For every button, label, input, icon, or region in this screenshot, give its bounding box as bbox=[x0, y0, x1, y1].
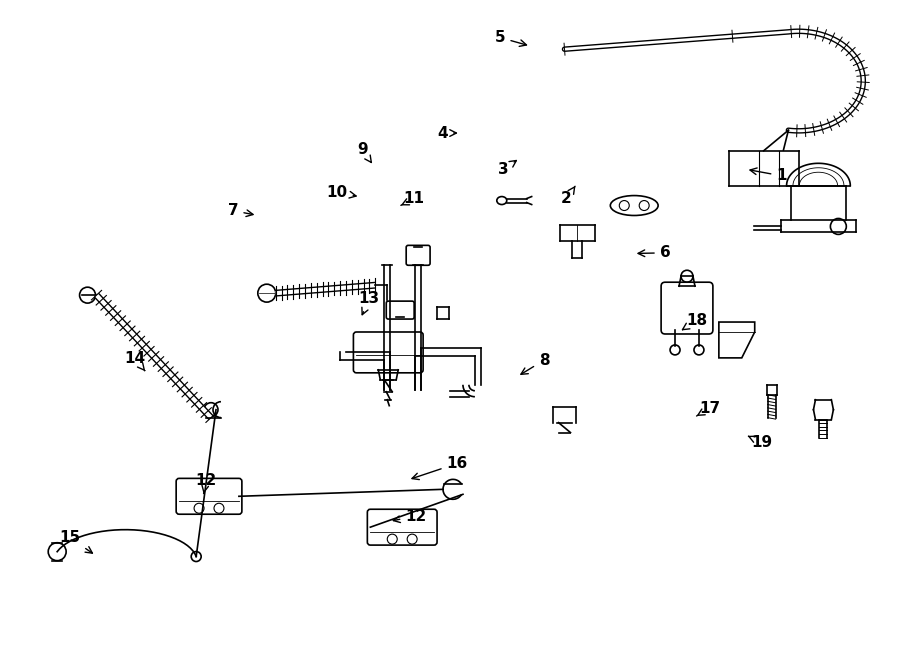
Text: 6: 6 bbox=[638, 245, 670, 260]
Text: 19: 19 bbox=[749, 435, 772, 450]
Text: 7: 7 bbox=[228, 203, 253, 218]
Text: 4: 4 bbox=[437, 126, 456, 141]
Text: 8: 8 bbox=[521, 352, 549, 374]
Text: 14: 14 bbox=[124, 350, 145, 371]
Text: 18: 18 bbox=[682, 313, 707, 330]
Text: 1: 1 bbox=[750, 168, 787, 183]
Text: 17: 17 bbox=[697, 401, 721, 416]
Text: 13: 13 bbox=[359, 292, 380, 315]
Text: 12: 12 bbox=[393, 508, 427, 524]
Text: 2: 2 bbox=[561, 186, 575, 206]
Text: 12: 12 bbox=[195, 473, 217, 494]
Text: 10: 10 bbox=[327, 185, 356, 200]
Text: 5: 5 bbox=[495, 30, 526, 46]
Text: 15: 15 bbox=[59, 530, 93, 553]
Text: 9: 9 bbox=[357, 142, 372, 163]
Text: 16: 16 bbox=[412, 456, 468, 480]
Text: 11: 11 bbox=[400, 191, 425, 206]
Text: 3: 3 bbox=[499, 161, 517, 176]
